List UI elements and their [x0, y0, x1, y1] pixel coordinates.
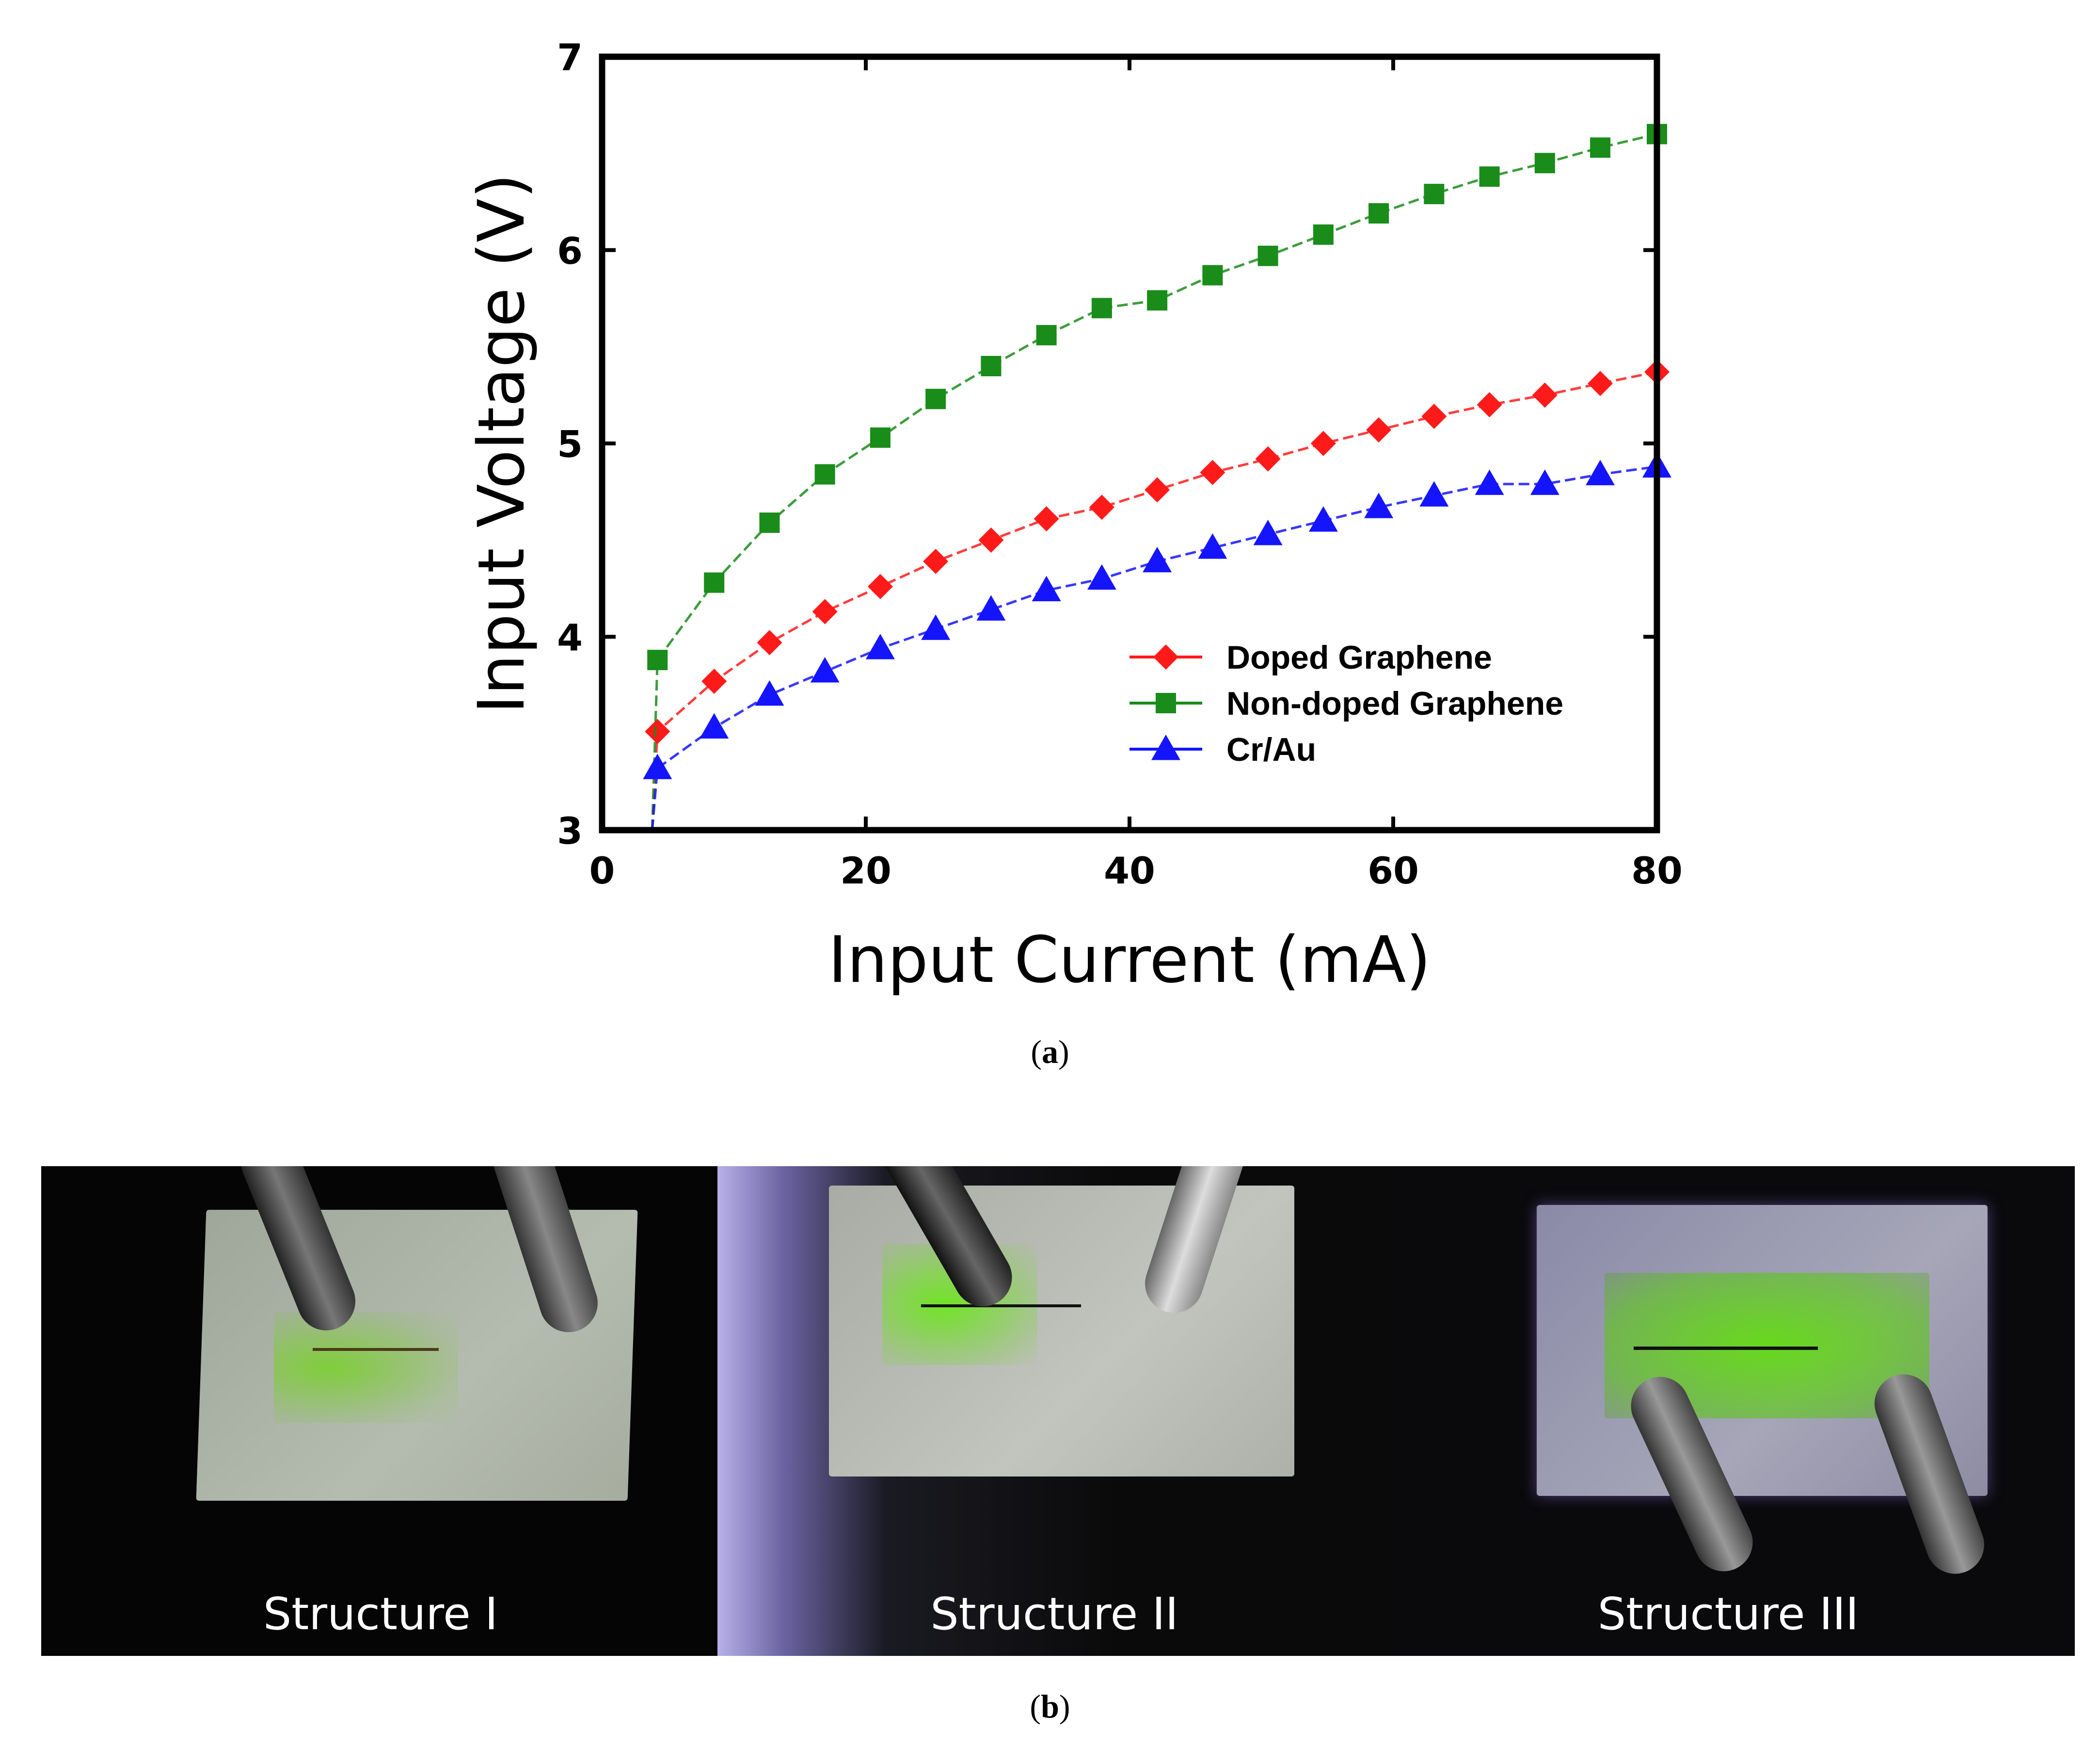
series-3-point: [810, 657, 840, 683]
photo-strip: Structure I Structure II Structure III: [41, 1166, 2075, 1656]
glow-region: [274, 1312, 458, 1423]
caption-a: (a): [1031, 1033, 1069, 1070]
series-1-point: [1477, 392, 1502, 417]
series-3-point: [1586, 460, 1615, 485]
ticks-layer: 0 20 40 60 80 3 4 5 6 7: [557, 36, 1683, 892]
series-3-point: [643, 754, 672, 779]
photo-structure-3: Structure III: [1391, 1166, 2075, 1656]
series-3-point: [1530, 469, 1559, 495]
x-tick-label: 60: [1368, 849, 1419, 892]
series-1-point: [1366, 417, 1392, 443]
electrode-line: [921, 1304, 1081, 1307]
series-3-point: [700, 713, 729, 739]
series-1-point: [1200, 460, 1225, 485]
series-3-point: [1308, 506, 1338, 532]
series-layer: [643, 124, 1671, 831]
series-2-point: [1091, 298, 1112, 319]
series-2-point: [1202, 265, 1223, 286]
series-3-point: [976, 595, 1006, 621]
x-tick-label: 40: [1104, 849, 1155, 892]
series-3-point: [921, 614, 951, 640]
series-3-point: [1143, 546, 1172, 573]
x-tick-label: 20: [840, 849, 891, 892]
caption-b-letter: b: [1041, 1688, 1059, 1725]
series-1-point: [1532, 382, 1558, 408]
series-1-point: [1588, 370, 1613, 396]
series-2-point: [1313, 224, 1334, 245]
series-3-point: [1475, 469, 1504, 495]
y-tick-label: 5: [557, 423, 583, 466]
series-1-point: [1089, 495, 1114, 520]
line-chart: 0 20 40 60 80 3 4 5 6 7 Input Current (mA) Input …: [464, 36, 1683, 997]
structure-label-2: Structure II: [930, 1588, 1178, 1640]
y-tick-label: 7: [557, 36, 583, 79]
series-3-point: [1364, 493, 1394, 518]
series-2-point: [1479, 166, 1500, 187]
y-tick-label: 3: [557, 809, 583, 852]
legend-label-2: Non-doped Graphene: [1226, 685, 1563, 722]
series-2-point: [1534, 153, 1555, 174]
legend: Doped Graphene Non-doped Graphene Cr/Au: [1130, 639, 1563, 768]
series-3-point: [865, 634, 895, 659]
series-1-point: [1145, 477, 1170, 503]
series-1-point: [978, 527, 1004, 553]
x-axis-title: Input Current (mA): [828, 923, 1431, 997]
legend-label-1: Doped Graphene: [1226, 639, 1492, 676]
series-1-point: [757, 630, 782, 656]
structure-label-1: Structure I: [263, 1588, 498, 1640]
series-2-point: [704, 572, 725, 593]
series-1-point: [645, 719, 670, 744]
y-tick-label: 6: [557, 229, 583, 273]
series-3-point: [1198, 533, 1227, 559]
series-2-point: [814, 464, 835, 485]
caption-b: (b): [1030, 1688, 1070, 1725]
series-2-point: [1147, 290, 1168, 311]
series-2-point: [1257, 245, 1278, 266]
series-line-1: [651, 370, 1657, 831]
series-1-point: [1421, 403, 1447, 429]
caption-a-letter: a: [1042, 1033, 1058, 1070]
series-2-point: [870, 427, 891, 448]
series-2-point: [1368, 203, 1389, 224]
series-3-point: [1253, 519, 1283, 546]
series-1-point: [867, 574, 893, 599]
series-1-point: [812, 599, 838, 625]
series-3-point: [1032, 576, 1061, 602]
series-2-point: [981, 356, 1002, 376]
series-2-point: [1424, 184, 1445, 205]
legend-marker-3: [1151, 735, 1180, 760]
series-2-point: [1036, 325, 1057, 346]
series-2-point: [647, 650, 668, 671]
series-3-point: [1419, 481, 1449, 507]
x-tick-label: 80: [1631, 849, 1683, 892]
x-tick-label: 0: [589, 849, 615, 892]
series-2-point: [759, 512, 780, 533]
legend-label-3: Cr/Au: [1226, 731, 1316, 768]
photo-structure-2: Structure II: [717, 1166, 1391, 1656]
series-1-point: [1034, 506, 1059, 532]
series-3-point: [1087, 564, 1116, 590]
series-1-point: [1310, 431, 1336, 456]
electrode-line: [313, 1348, 439, 1351]
y-tick-label: 4: [557, 616, 583, 659]
series-3-point: [755, 680, 784, 706]
y-axis-title: Input Voltage (V): [464, 174, 539, 714]
series-2-point: [925, 388, 946, 409]
series-1-point: [701, 668, 727, 694]
series-1-point: [923, 548, 949, 574]
electrode-line: [1634, 1347, 1818, 1350]
legend-marker-2: [1156, 693, 1176, 713]
series-2-point: [1590, 137, 1611, 158]
series-1-point: [1255, 446, 1281, 472]
legend-marker-1: [1153, 644, 1178, 670]
series-line-3: [651, 465, 1657, 831]
structure-label-3: Structure III: [1597, 1588, 1859, 1640]
photo-structure-1: Structure I: [41, 1166, 717, 1656]
